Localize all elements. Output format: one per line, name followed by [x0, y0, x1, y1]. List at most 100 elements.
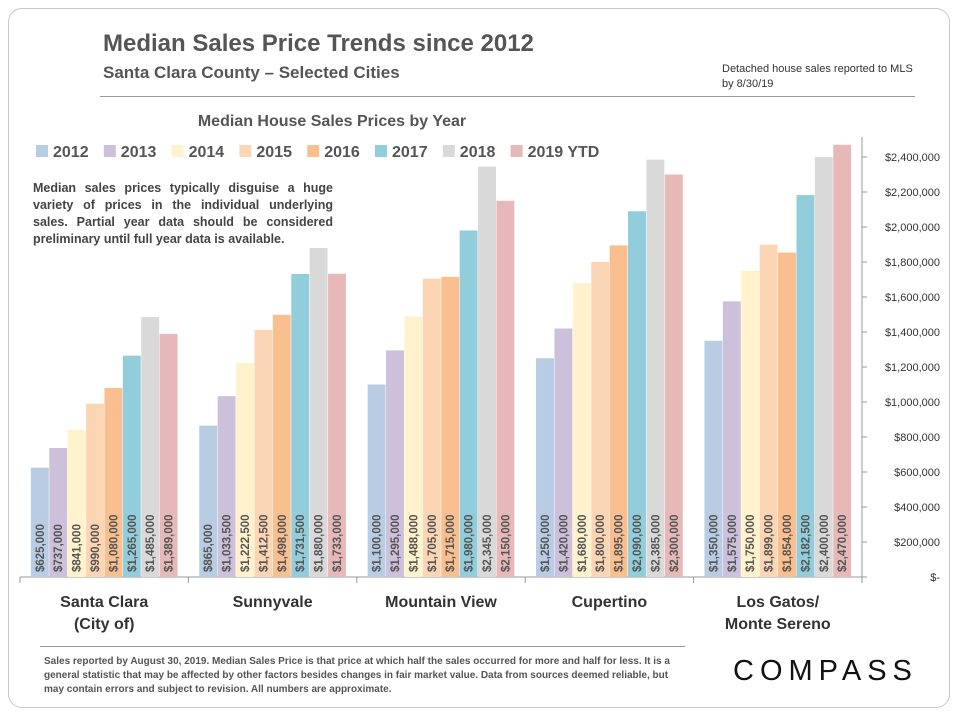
legend-swatch-2015	[239, 145, 252, 157]
legend-label-2014: 2014	[189, 144, 225, 161]
bar-2014	[236, 363, 254, 577]
bar-2018	[814, 157, 833, 577]
bar-value-label: $1,880,000	[314, 514, 326, 572]
legend-swatch-2013	[103, 145, 116, 157]
bar-2013	[386, 350, 404, 577]
bar-2013	[49, 448, 68, 577]
bar-value-label: $990,000	[90, 524, 102, 572]
bar-2019-ytd	[664, 174, 683, 577]
y-tick-label: $1,000,000	[885, 397, 940, 409]
legend-label-2018: 2018	[460, 144, 496, 161]
y-tick-label: $2,200,000	[885, 187, 940, 199]
bar-value-label: $2,090,000	[632, 514, 644, 572]
legend-swatch-2016	[307, 145, 320, 157]
bar-value-label: $1,750,000	[745, 514, 757, 572]
bar-value-label: $2,182,500	[800, 514, 812, 572]
legend-swatch-2019-ytd	[510, 145, 523, 157]
bar-2019-ytd	[833, 144, 852, 577]
legend-label-2012: 2012	[53, 144, 89, 161]
bar-value-label: $1,420,000	[558, 514, 570, 572]
chart-description: Median sales prices typically disguise a…	[33, 181, 333, 246]
bar-2018	[478, 166, 496, 577]
bar-value-label: $1,265,000	[127, 514, 139, 572]
footer-divider	[40, 646, 685, 647]
bar-2012	[199, 425, 218, 577]
bar-value-label: $2,470,000	[837, 514, 849, 572]
bar-2016	[778, 252, 796, 578]
bar-value-label: $1,895,000	[614, 514, 626, 572]
y-tick-label: $800,000	[894, 432, 940, 444]
bar-value-label: $1,389,000	[164, 514, 176, 572]
bar-2014	[67, 429, 86, 577]
y-tick-label: $1,800,000	[885, 257, 940, 269]
bar-2013	[217, 396, 236, 577]
bar-2016	[272, 314, 291, 577]
bar-value-label: $1,731,500	[295, 514, 307, 572]
bar-2015	[759, 244, 778, 578]
bar-2012	[30, 467, 49, 577]
bar-value-label: $2,150,000	[500, 514, 512, 572]
bar-value-label: $1,705,000	[427, 514, 439, 572]
legend-label-2019-ytd: 2019 YTD	[528, 144, 600, 161]
bar-value-label: $1,498,000	[277, 514, 289, 572]
bar-value-label: $1,222,500	[240, 514, 252, 572]
bar-2012	[367, 384, 386, 577]
x-category-label: Santa Clara	[60, 594, 148, 611]
y-tick-label: $600,000	[894, 467, 940, 479]
bar-value-label: $1,854,000	[782, 514, 794, 572]
bar-2018	[309, 248, 328, 577]
bar-2014	[404, 316, 423, 577]
bar-2012	[536, 358, 554, 577]
bar-2017	[628, 211, 646, 577]
page-title: Median Sales Price Trends since 2012	[103, 30, 534, 57]
bar-value-label: $2,400,000	[819, 514, 831, 572]
bar-2019-ytd	[496, 200, 515, 577]
x-category-label: Mountain View	[385, 594, 497, 611]
chart-title: Median House Sales Prices by Year	[198, 113, 466, 130]
bar-2017	[459, 230, 478, 577]
legend-swatch-2012	[36, 145, 48, 157]
bar-2016	[104, 388, 123, 577]
legend-swatch-2017	[375, 145, 387, 157]
legend-label-2016: 2016	[324, 144, 360, 161]
bar-value-label: $1,412,500	[258, 514, 270, 572]
y-tick-label: $2,000,000	[885, 222, 940, 234]
bar-value-label: $1,680,000	[577, 514, 589, 572]
bar-value-label: $1,080,000	[108, 514, 120, 572]
bar-2018	[141, 317, 160, 577]
bar-value-label: $737,000	[53, 524, 65, 572]
bar-2017	[291, 273, 310, 577]
bar-2015	[422, 278, 441, 577]
y-tick-label: $1,400,000	[885, 327, 940, 339]
bar-2019-ytd	[328, 273, 346, 577]
header-divider	[100, 96, 915, 97]
bar-value-label: $1,033,500	[222, 514, 234, 572]
compass-logo: COMPASS	[733, 655, 918, 687]
bar-value-label: $1,715,000	[445, 514, 457, 572]
bar-2016	[441, 276, 460, 577]
legend-swatch-2018	[442, 145, 455, 157]
bar-value-label: $1,485,000	[145, 514, 157, 572]
bar-value-label: $1,295,000	[390, 514, 402, 572]
source-note: Detached house sales reported to MLS by …	[722, 63, 913, 90]
y-tick-label: $400,000	[894, 502, 940, 514]
slide-frame	[8, 8, 950, 708]
bar-value-label: $865,000	[203, 524, 215, 572]
legend-swatch-2014	[171, 145, 184, 157]
bar-2015	[86, 403, 104, 577]
bar-2015	[254, 329, 273, 577]
bar-value-label: $625,000	[35, 524, 47, 572]
bar-2012	[704, 340, 723, 577]
bar-value-label: $1,899,000	[764, 514, 776, 572]
bar-value-label: $1,733,000	[332, 514, 344, 572]
y-tick-label: $1,200,000	[885, 362, 940, 374]
bar-2014	[741, 270, 760, 577]
bar-value-label: $1,980,000	[464, 514, 476, 572]
bar-value-label: $841,000	[72, 524, 84, 572]
footnote: Sales reported by August 30, 2019. Media…	[44, 656, 670, 695]
bar-2013	[722, 301, 741, 577]
bar-value-label: $1,800,000	[595, 514, 607, 572]
bar-value-label: $1,100,000	[372, 514, 384, 572]
legend-label-2017: 2017	[392, 144, 428, 161]
